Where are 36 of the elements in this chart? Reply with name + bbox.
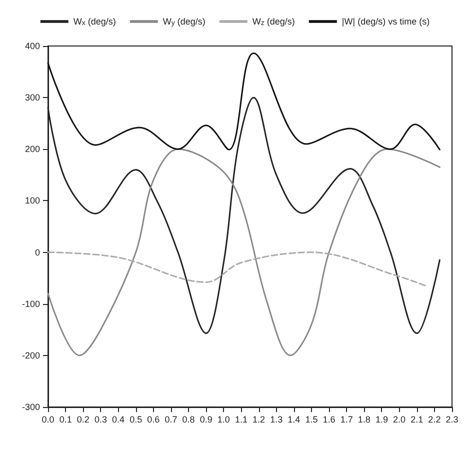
line-series (47, 148, 440, 356)
x-tick-label: 1.6 (322, 414, 336, 424)
y-tick-label: -100 (22, 298, 40, 309)
line-series (47, 252, 426, 287)
x-tick-label: 0.3 (94, 414, 107, 424)
x-tick-label: 1.5 (305, 414, 318, 424)
y-tick-label: 0 (34, 247, 40, 258)
x-tick-label: 0.9 (200, 414, 212, 424)
y-tick-label: -300 (22, 402, 40, 412)
x-tick-label: 2.2 (428, 414, 441, 424)
x-tick-label: 0.5 (130, 414, 142, 424)
x-tick-label: 1.9 (375, 414, 388, 424)
x-tick-label: 0.8 (182, 414, 195, 424)
y-tick-label: 300 (24, 92, 40, 103)
x-tick-label: 0.6 (147, 414, 160, 424)
x-tick-label: 0.1 (59, 414, 72, 424)
y-tick-label: -200 (22, 350, 40, 360)
x-tick-label: 1.1 (234, 414, 248, 424)
x-tick-label: 1.8 (358, 414, 370, 424)
x-tick-label: 2.1 (410, 414, 424, 424)
x-tick-label: 1.4 (288, 414, 300, 424)
x-tick-label: 1.3 (270, 414, 283, 424)
y-tick-label: 100 (24, 196, 40, 206)
x-tick-label: 1.7 (340, 414, 353, 424)
line-series (47, 52, 440, 150)
x-tick-label: 2.0 (393, 414, 406, 424)
x-tick-label: 1.2 (252, 414, 266, 424)
x-tick-label: 0.4 (112, 414, 125, 424)
x-tick-label: 1.0 (217, 414, 230, 424)
x-tick-label: 2.3 (446, 414, 458, 424)
y-tick-label: 400 (24, 41, 40, 51)
y-tick-label: 200 (24, 144, 40, 154)
x-tick-label: 0.7 (164, 414, 178, 424)
legend-label: |W| (deg/s) vs time (s) (342, 16, 430, 26)
x-tick-label: 0.2 (76, 414, 90, 424)
x-tick-label: 0.0 (42, 414, 54, 424)
